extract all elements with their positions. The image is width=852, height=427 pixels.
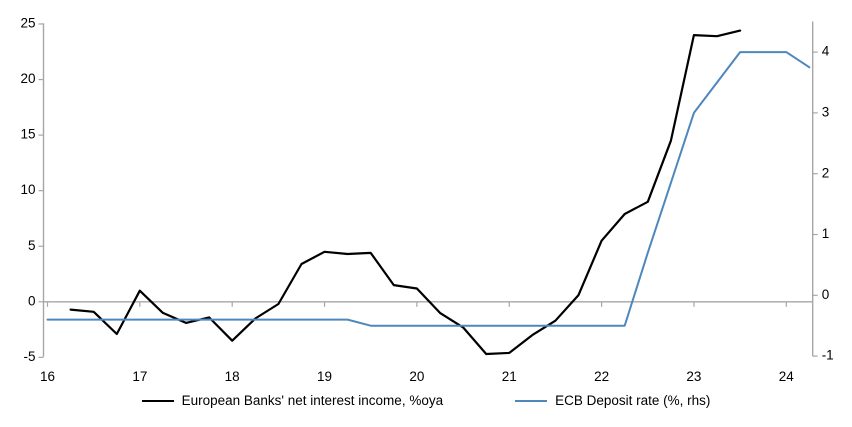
left-axis-tick-label: 0	[28, 293, 36, 308]
x-axis-tick-label: 20	[409, 369, 424, 384]
legend-item-ecb: ECB Deposit rate (%, rhs)	[515, 393, 710, 408]
left-axis-tick-label: 25	[20, 16, 35, 31]
legend-label-ecb: ECB Deposit rate (%, rhs)	[555, 393, 711, 408]
x-axis-tick-label: 18	[225, 369, 240, 384]
left-axis-tick-label: 15	[20, 127, 35, 142]
x-axis-tick-label: 24	[779, 369, 795, 384]
legend: European Banks' net interest income, %oy…	[0, 393, 852, 408]
x-axis-tick-label: 16	[40, 369, 55, 384]
ecb-line-swatch	[515, 399, 548, 402]
right-axis-tick-label: 0	[822, 287, 830, 302]
legend-label-nii: European Banks' net interest income, %oy…	[181, 393, 444, 408]
x-axis-tick-label: 23	[686, 369, 701, 384]
x-axis-tick-label: 17	[132, 369, 147, 384]
left-axis-tick-label: 20	[20, 71, 35, 86]
left-axis-tick-label: 10	[20, 182, 35, 197]
x-axis-tick-label: 21	[502, 369, 517, 384]
legend-item-nii: European Banks' net interest income, %oy…	[141, 393, 444, 408]
left-axis-tick-label: -5	[23, 349, 35, 364]
right-axis-tick-label: 4	[822, 44, 830, 59]
nii-series-line	[69, 29, 742, 356]
right-axis-tick-label: -1	[822, 348, 834, 363]
left-axis-tick-label: 5	[28, 238, 36, 253]
ecb-deposit-rate-line	[46, 51, 811, 327]
x-axis-tick-label: 22	[594, 369, 609, 384]
nii-line-swatch	[141, 399, 174, 402]
right-axis-tick-label: 2	[822, 165, 830, 180]
right-axis-tick-label: 1	[822, 226, 830, 241]
right-axis-tick-label: 3	[822, 104, 830, 119]
x-axis-tick-label: 19	[317, 369, 332, 384]
